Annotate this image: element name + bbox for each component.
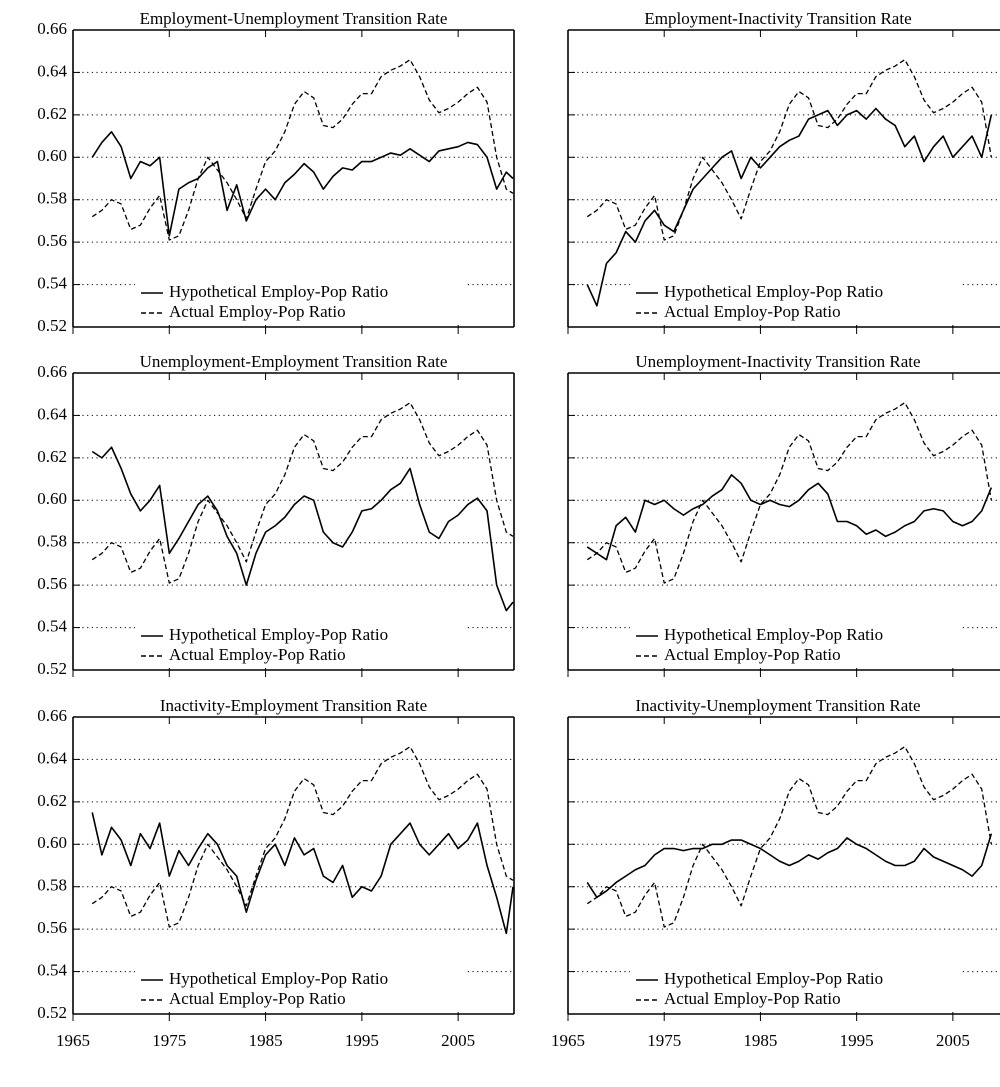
series-line	[586, 107, 993, 307]
legend-box	[135, 968, 465, 1012]
series-line	[586, 474, 993, 561]
plot-area	[586, 59, 993, 307]
series-line	[586, 59, 992, 241]
legend-label: Actual Employ-Pop Ratio	[664, 645, 841, 664]
x-tick-label: 1995	[840, 1031, 874, 1050]
plot-area	[91, 59, 514, 241]
series-line	[586, 746, 992, 928]
y-tick-label: 0.58	[37, 876, 67, 895]
legend-label: Hypothetical Employ-Pop Ratio	[169, 282, 388, 301]
y-tick-label: 0.54	[37, 960, 67, 979]
y-tick-label: 0.64	[37, 61, 67, 80]
y-tick-label: 0.58	[37, 189, 67, 208]
chart-title: Employment-Inactivity Transition Rate	[644, 9, 911, 28]
y-tick-label: 0.56	[37, 574, 67, 593]
legend-box	[135, 281, 465, 325]
x-tick-label: 1965	[551, 1031, 585, 1050]
series-line	[91, 746, 514, 928]
panel: 0.52 0.54 0.56 0.58 0.60 0.62 0.64 0.66 Hypothet…	[37, 9, 515, 335]
legend-box	[135, 624, 465, 668]
chart-title: Unemployment-Employment Transition Rate	[140, 352, 448, 371]
legend-label: Hypothetical Employ-Pop Ratio	[664, 282, 883, 301]
y-tick-label: 0.54	[37, 273, 67, 292]
series-line	[91, 131, 514, 237]
legend-label: Hypothetical Employ-Pop Ratio	[664, 969, 883, 988]
x-tick-label: 1985	[743, 1031, 777, 1050]
y-tick-label: 0.56	[37, 918, 67, 937]
y-tick-label: 0.52	[37, 316, 67, 335]
x-tick-label: 2005	[441, 1031, 475, 1050]
y-tick-label: 0.66	[37, 362, 67, 381]
plot-area	[91, 746, 514, 935]
series-line	[91, 402, 514, 584]
legend-label: Hypothetical Employ-Pop Ratio	[169, 969, 388, 988]
y-tick-label: 0.58	[37, 532, 67, 551]
x-tick-label: 1975	[152, 1031, 186, 1050]
legend-box	[630, 281, 960, 325]
y-tick-label: 0.62	[37, 447, 67, 466]
series-line	[586, 833, 993, 899]
y-tick-label: 0.60	[37, 146, 67, 165]
plot-area	[586, 402, 993, 584]
legend-label: Actual Employ-Pop Ratio	[169, 989, 346, 1008]
y-tick-label: 0.62	[37, 791, 67, 810]
chart-title: Employment-Unemployment Transition Rate	[140, 9, 448, 28]
y-tick-label: 0.54	[37, 616, 67, 635]
legend-box	[630, 624, 960, 668]
plot-area	[91, 402, 514, 612]
series-line	[91, 59, 514, 241]
legend-label: Actual Employ-Pop Ratio	[664, 302, 841, 321]
y-tick-label: 0.56	[37, 231, 67, 250]
legend-label: Actual Employ-Pop Ratio	[169, 645, 346, 664]
x-tick-label: 1985	[249, 1031, 283, 1050]
panel: 0.52 0.54 0.56 0.58 0.60 0.62 0.64 0.66 Hypothet…	[37, 352, 515, 678]
x-tick-label: 1975	[647, 1031, 681, 1050]
x-tick-label: 1965	[56, 1031, 90, 1050]
legend-label: Actual Employ-Pop Ratio	[664, 989, 841, 1008]
y-tick-label: 0.52	[37, 1003, 67, 1022]
y-tick-label: 0.66	[37, 19, 67, 38]
legend-label: Actual Employ-Pop Ratio	[169, 302, 346, 321]
series-line	[91, 812, 514, 935]
y-tick-label: 0.66	[37, 706, 67, 725]
panel: 1965 1975 1985 1995 2005 Hypothetical Employ-…	[551, 696, 1000, 1050]
chart-title: Inactivity-Employment Transition Rate	[160, 696, 427, 715]
y-tick-label: 0.60	[37, 833, 67, 852]
y-tick-label: 0.64	[37, 404, 67, 423]
chart-title: Unemployment-Inactivity Transition Rate	[635, 352, 920, 371]
plot-area	[586, 746, 993, 928]
legend-box	[630, 968, 960, 1012]
legend-label: Hypothetical Employ-Pop Ratio	[664, 625, 883, 644]
y-tick-label: 0.52	[37, 659, 67, 678]
series-line	[91, 446, 514, 612]
y-tick-label: 0.64	[37, 748, 67, 767]
chart-title: Inactivity-Unemployment Transition Rate	[635, 696, 920, 715]
x-tick-label: 1995	[345, 1031, 379, 1050]
y-tick-label: 0.62	[37, 104, 67, 123]
x-tick-label: 2005	[936, 1031, 970, 1050]
series-line	[586, 402, 992, 584]
panel: 0.52 0.54 0.56 0.58 0.60 0.62 0.64 0.66 1965 1975…	[37, 696, 515, 1050]
y-tick-label: 0.60	[37, 489, 67, 508]
legend-label: Hypothetical Employ-Pop Ratio	[169, 625, 388, 644]
